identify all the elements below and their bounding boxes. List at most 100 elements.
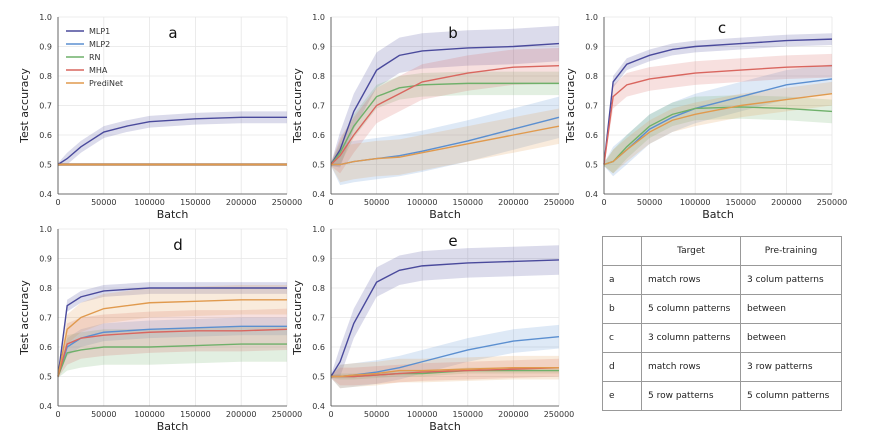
y-axis-label: Test accuracy [564, 68, 577, 144]
y-tick-label: 0.7 [585, 102, 598, 111]
x-tick-label: 250000 [272, 198, 303, 207]
confidence-band-mlp1 [58, 282, 287, 378]
x-tick-label: 100000 [680, 198, 711, 207]
y-tick-label: 0.4 [312, 402, 325, 411]
table-cell-target: 3 column patterns [641, 323, 741, 353]
table-row: e 5 row patterns 5 column patterns [602, 381, 842, 411]
x-tick-label: 100000 [134, 410, 165, 419]
x-axis-label: Batch [157, 420, 189, 433]
x-tick-label: 150000 [453, 198, 484, 207]
x-tick-label: 150000 [726, 198, 757, 207]
table-cell-pretraining: 3 colum patterns [740, 265, 842, 295]
x-tick-label: 200000 [498, 410, 529, 419]
y-axis-label: Test accuracy [291, 68, 304, 144]
x-tick-label: 0 [601, 198, 606, 207]
y-axis-label: Test accuracy [291, 280, 304, 356]
y-axis-label: Test accuracy [18, 280, 31, 356]
y-tick-label: 0.6 [585, 131, 598, 140]
x-tick-label: 0 [328, 410, 333, 419]
legend-label-mha: MHA [89, 66, 108, 75]
y-tick-label: 1.0 [585, 13, 598, 22]
y-tick-label: 0.4 [585, 190, 598, 199]
confidence-band-predinet [58, 285, 287, 378]
x-axis-label: Batch [429, 208, 461, 221]
table-cell-panel: e [602, 381, 642, 411]
table-cell-pretraining: 5 column patterns [740, 381, 842, 411]
series-line-predinet [57, 299, 287, 377]
x-tick-label: 100000 [407, 410, 438, 419]
x-tick-label: 0 [55, 410, 60, 419]
y-tick-label: 0.7 [39, 314, 52, 323]
y-tick-label: 0.4 [312, 190, 325, 199]
confidence-band-mha [58, 308, 287, 378]
x-tick-label: 0 [328, 198, 333, 207]
y-tick-label: 0.9 [39, 255, 52, 264]
panel-label-a: a [168, 24, 177, 42]
series-line-mlp1 [330, 259, 560, 377]
x-tick-label: 250000 [544, 410, 575, 419]
y-tick-label: 0.6 [312, 131, 325, 140]
y-tick-label: 0.9 [312, 43, 325, 52]
series-line-mlp1 [603, 38, 833, 165]
table-header-pretraining: Pre-training [740, 236, 842, 266]
series-line-predinet [603, 93, 833, 166]
panel-label-b: b [448, 24, 458, 42]
x-axis-label: Batch [157, 208, 189, 221]
x-tick-label: 50000 [637, 198, 662, 207]
x-tick-label: 200000 [771, 198, 802, 207]
y-tick-label: 0.4 [39, 402, 52, 411]
y-tick-label: 0.9 [39, 43, 52, 52]
table-cell-pretraining: between [740, 294, 842, 324]
table-cell-panel: c [602, 323, 642, 353]
table-row: a match rows 3 colum patterns [602, 265, 842, 295]
x-tick-label: 200000 [226, 198, 257, 207]
table-cell-panel: b [602, 294, 642, 324]
series-line-mha [330, 64, 560, 166]
table-cell-target: match rows [641, 352, 741, 382]
legend-label-predinet: PrediNet [89, 79, 123, 88]
x-tick-label: 150000 [180, 198, 211, 207]
x-tick-label: 100000 [407, 198, 438, 207]
confidence-band-rn [604, 95, 832, 174]
y-tick-label: 0.7 [39, 102, 52, 111]
y-tick-label: 0.5 [312, 373, 325, 382]
y-tick-label: 0.8 [39, 72, 52, 81]
table-cell-pretraining: between [740, 323, 842, 353]
y-tick-label: 1.0 [312, 225, 325, 234]
x-axis-label: Batch [429, 420, 461, 433]
x-tick-label: 250000 [544, 198, 575, 207]
panel-label-c: c [718, 19, 726, 37]
y-tick-label: 0.4 [39, 190, 52, 199]
y-tick-label: 0.6 [312, 343, 325, 352]
x-tick-label: 100000 [134, 198, 165, 207]
y-tick-label: 0.6 [39, 131, 52, 140]
x-tick-label: 200000 [226, 410, 257, 419]
confidence-band-mlp2 [58, 317, 287, 378]
x-tick-label: 50000 [91, 198, 116, 207]
table-cell-target: 5 row patterns [641, 381, 741, 411]
series-line-mlp2 [57, 325, 287, 377]
table-header-target: Target [641, 236, 741, 266]
y-tick-label: 1.0 [312, 13, 325, 22]
panel-label-d: d [173, 236, 183, 254]
confidence-band-mlp2 [331, 96, 559, 186]
confidence-band-mha [604, 53, 832, 166]
confidence-band-rn [58, 326, 287, 378]
panel-label-e: e [448, 232, 457, 250]
x-tick-label: 50000 [364, 410, 389, 419]
series-line-rn [57, 343, 287, 377]
y-tick-label: 0.7 [312, 102, 325, 111]
table-cell-target: match rows [641, 265, 741, 295]
series-line-rn [330, 82, 559, 165]
table-header-cell [602, 236, 642, 266]
table-row: b 5 column patterns between [602, 294, 842, 324]
y-tick-label: 0.7 [312, 314, 325, 323]
series-line-mlp1 [57, 116, 287, 166]
y-axis-label: Test accuracy [18, 68, 31, 144]
confidence-band-mha [331, 47, 559, 174]
y-tick-label: 0.8 [312, 284, 325, 293]
y-tick-label: 0.5 [39, 373, 52, 382]
y-tick-label: 0.5 [312, 161, 325, 170]
x-tick-label: 200000 [498, 198, 529, 207]
